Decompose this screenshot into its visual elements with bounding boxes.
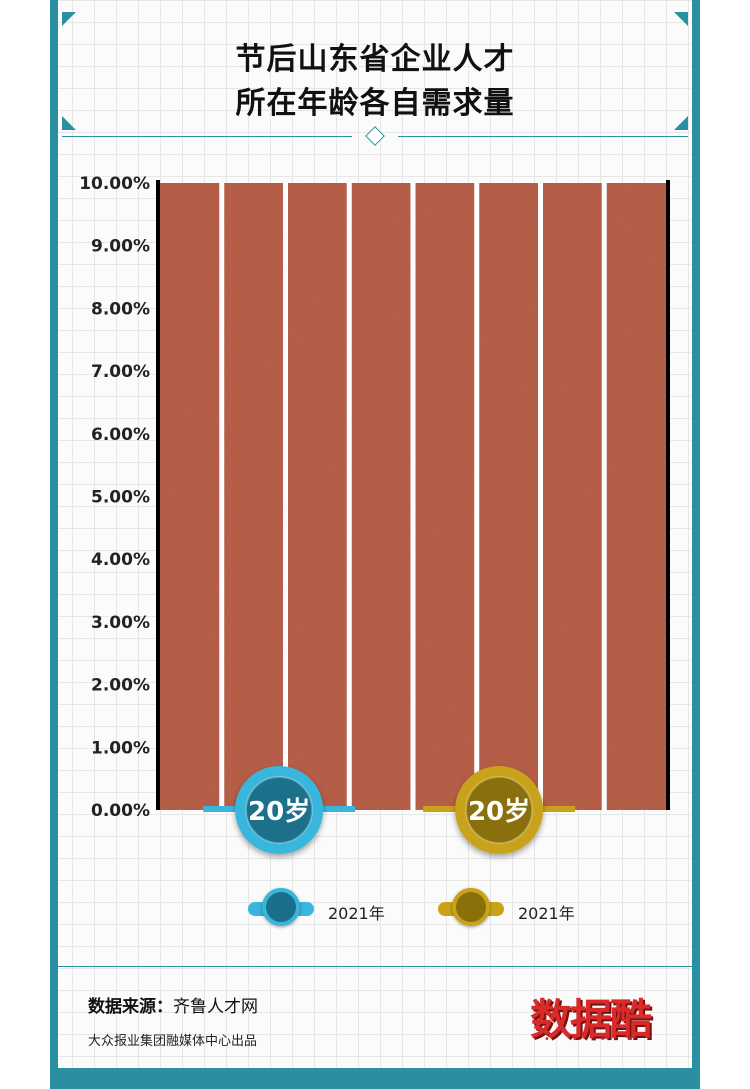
- brand-logo: 数据酷 ••••: [530, 982, 678, 1045]
- marker-core: [246, 777, 313, 843]
- y-tick-label: 9.00%: [91, 237, 150, 257]
- legend-label: 2021年: [328, 904, 385, 923]
- corner-decoration: [62, 116, 76, 130]
- title-box: 节后山东省企业人才 所在年龄各自需求量: [62, 12, 688, 146]
- corner-decoration: [674, 12, 688, 26]
- age-markers: 20岁 20岁: [203, 766, 576, 854]
- source-value: 齐鲁人才网: [173, 997, 258, 1017]
- source-label: 数据来源：: [88, 997, 173, 1017]
- data-source: 数据来源：齐鲁人才网: [88, 992, 258, 1017]
- logo-text: 数据酷: [530, 995, 652, 1044]
- footer-divider: [58, 966, 692, 967]
- bottom-border: [50, 1068, 700, 1089]
- left-border: [50, 0, 58, 1089]
- age-marker: 20岁: [455, 766, 544, 854]
- y-axis: 0.00% 1.00% 2.00% 3.00% 4.00% 5.00% 6.00% 7.00%…: [79, 174, 670, 821]
- marker-core: [466, 777, 533, 843]
- right-border: [692, 0, 700, 1089]
- title-divider: [62, 136, 352, 137]
- chart-title-line-2: 所在年龄各自需求量: [235, 86, 515, 121]
- y-tick-label: 7.00%: [91, 362, 150, 382]
- y-tick-label: 3.00%: [91, 613, 150, 633]
- logo-dots-decoration: ••••: [544, 1034, 656, 1045]
- y-tick-label: 4.00%: [91, 550, 150, 570]
- running-track: [158, 183, 668, 810]
- y-tick-label: 1.00%: [91, 738, 150, 758]
- producer-credit: 大众报业集团融媒体中心出品: [88, 1034, 258, 1049]
- legend-dot-icon: [452, 888, 490, 926]
- legend-dot-icon: [262, 888, 300, 926]
- y-tick-label: 10.00%: [79, 174, 150, 194]
- chart-title-line-1: 节后山东省企业人才: [235, 42, 515, 77]
- marker-label: 20岁: [468, 796, 530, 827]
- corner-decoration: [62, 12, 76, 26]
- title-divider: [398, 136, 688, 137]
- marker-highlight: [245, 776, 314, 844]
- y-tick-label: 8.00%: [91, 299, 150, 319]
- y-tick-label: 5.00%: [91, 488, 150, 508]
- marker-highlight: [465, 776, 534, 844]
- marker-label: 20岁: [248, 796, 310, 827]
- y-tick-label: 2.00%: [91, 676, 150, 696]
- age-marker: 20岁: [235, 766, 324, 854]
- y-tick-label: 6.00%: [91, 425, 150, 445]
- y-tick-label: 0.00%: [91, 801, 150, 821]
- corner-decoration: [674, 116, 688, 130]
- legend-label: 2021年: [518, 904, 575, 923]
